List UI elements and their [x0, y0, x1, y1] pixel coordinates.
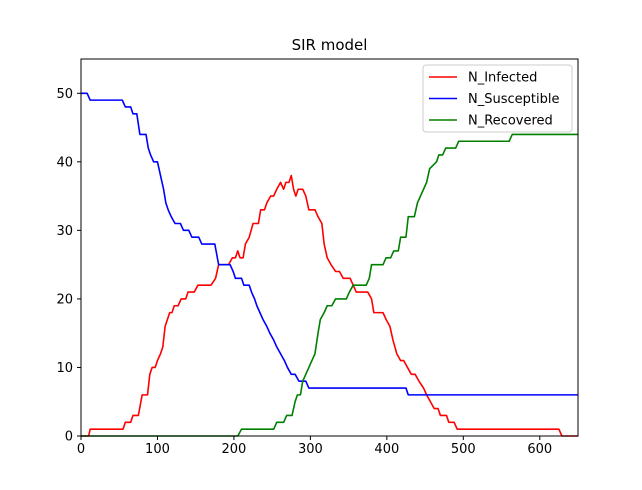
y-tick-label: 10	[56, 361, 73, 376]
y-tick-label: 50	[56, 87, 73, 102]
legend-label-2: N_Recovered	[468, 114, 553, 129]
y-axis: 0 10 20 30 40 50	[56, 87, 81, 445]
x-axis: 0 100 200 300 400 500 600	[77, 436, 552, 457]
x-tick-label: 400	[374, 442, 399, 457]
x-tick-label: 200	[222, 442, 247, 457]
y-tick-label: 0	[65, 430, 73, 445]
plot-frame	[80, 58, 579, 437]
y-tick-label: 30	[56, 224, 73, 239]
series-layer	[81, 92, 578, 437]
legend-label-1: N_Susceptible	[468, 92, 559, 107]
chart-title: SIR model	[292, 36, 368, 54]
x-tick-label: 0	[77, 442, 85, 457]
y-tick-label: 20	[56, 292, 73, 307]
series-line-0	[81, 174, 578, 437]
y-tick-label: 40	[56, 155, 73, 170]
x-tick-label: 300	[298, 442, 323, 457]
series-line-1	[81, 92, 578, 396]
x-tick-label: 600	[527, 442, 552, 457]
legend: N_Infected N_Susceptible N_Recovered	[422, 64, 573, 133]
series-line-2	[81, 133, 578, 437]
x-tick-label: 100	[145, 442, 170, 457]
x-tick-label: 500	[451, 442, 476, 457]
legend-label-0: N_Infected	[468, 71, 537, 86]
legend-box	[422, 64, 573, 133]
